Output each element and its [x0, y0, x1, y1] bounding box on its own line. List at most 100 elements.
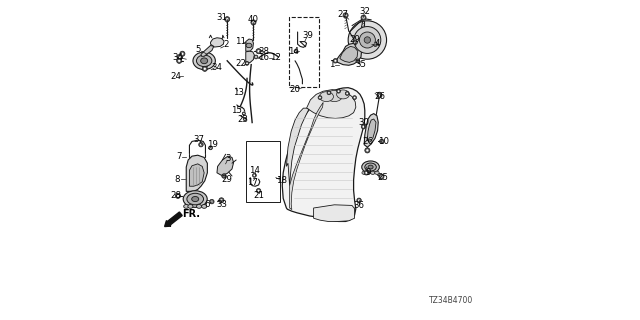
- Circle shape: [353, 40, 357, 44]
- Text: 21: 21: [253, 191, 264, 200]
- Circle shape: [252, 173, 256, 177]
- Circle shape: [353, 96, 356, 100]
- Circle shape: [180, 51, 185, 56]
- Polygon shape: [246, 51, 254, 64]
- Text: 39: 39: [303, 31, 313, 40]
- Circle shape: [211, 201, 213, 203]
- Text: 9: 9: [365, 168, 371, 177]
- Circle shape: [381, 140, 383, 142]
- Circle shape: [360, 32, 376, 48]
- Circle shape: [361, 124, 366, 129]
- Circle shape: [210, 147, 211, 149]
- Text: 13: 13: [233, 88, 244, 97]
- Circle shape: [202, 66, 207, 71]
- Text: 26: 26: [374, 92, 385, 101]
- Circle shape: [379, 174, 384, 179]
- Bar: [246, 141, 280, 202]
- Circle shape: [365, 172, 367, 174]
- Text: 20: 20: [289, 85, 301, 94]
- Circle shape: [358, 199, 360, 201]
- Circle shape: [295, 50, 297, 52]
- Text: 32: 32: [359, 7, 371, 16]
- Circle shape: [361, 15, 366, 20]
- Text: 26: 26: [362, 137, 373, 146]
- Circle shape: [357, 60, 358, 62]
- Text: 2: 2: [224, 40, 229, 49]
- Circle shape: [243, 117, 246, 121]
- Text: 33: 33: [216, 200, 227, 209]
- Circle shape: [319, 97, 321, 99]
- Text: 34: 34: [172, 53, 183, 62]
- Ellipse shape: [192, 196, 198, 202]
- Circle shape: [254, 55, 258, 59]
- Text: 16: 16: [257, 53, 269, 62]
- Circle shape: [377, 93, 382, 98]
- Circle shape: [380, 139, 384, 144]
- FancyArrow shape: [164, 212, 182, 227]
- Circle shape: [337, 89, 340, 93]
- Text: 23: 23: [237, 115, 248, 124]
- Circle shape: [252, 21, 255, 24]
- Circle shape: [365, 148, 370, 153]
- Polygon shape: [287, 108, 309, 186]
- Polygon shape: [201, 45, 214, 56]
- Text: 1: 1: [330, 60, 335, 69]
- Ellipse shape: [201, 58, 207, 64]
- Circle shape: [338, 90, 339, 92]
- Circle shape: [327, 91, 331, 95]
- Polygon shape: [335, 43, 362, 65]
- Circle shape: [362, 126, 365, 128]
- Circle shape: [255, 56, 257, 58]
- Circle shape: [181, 52, 184, 55]
- Ellipse shape: [196, 204, 202, 208]
- Polygon shape: [211, 38, 224, 47]
- Text: 36: 36: [353, 201, 365, 210]
- Circle shape: [243, 112, 246, 115]
- Text: 34: 34: [211, 63, 223, 72]
- Text: 18: 18: [276, 176, 287, 185]
- Text: 11: 11: [235, 37, 246, 46]
- Ellipse shape: [202, 204, 207, 208]
- Circle shape: [226, 18, 228, 20]
- Circle shape: [318, 96, 322, 100]
- Circle shape: [177, 58, 182, 63]
- Circle shape: [200, 144, 202, 146]
- Circle shape: [209, 146, 212, 150]
- Ellipse shape: [188, 204, 193, 208]
- Text: 5: 5: [195, 45, 200, 54]
- Ellipse shape: [183, 191, 207, 207]
- Ellipse shape: [196, 55, 212, 67]
- Circle shape: [246, 62, 248, 64]
- Polygon shape: [189, 164, 204, 186]
- Text: 12: 12: [269, 53, 281, 62]
- Circle shape: [380, 175, 383, 178]
- Circle shape: [251, 20, 256, 25]
- Ellipse shape: [375, 171, 380, 174]
- Circle shape: [374, 43, 376, 45]
- Text: 14: 14: [288, 47, 300, 56]
- Ellipse shape: [365, 163, 376, 171]
- Circle shape: [354, 41, 356, 43]
- Circle shape: [354, 27, 381, 53]
- Text: TZ34B4700: TZ34B4700: [429, 296, 474, 305]
- Polygon shape: [282, 88, 365, 221]
- Circle shape: [378, 94, 381, 97]
- Text: 4: 4: [375, 39, 380, 48]
- Text: 38: 38: [259, 47, 270, 56]
- Circle shape: [354, 97, 355, 99]
- Text: 29: 29: [349, 36, 360, 44]
- Ellipse shape: [193, 52, 215, 69]
- Circle shape: [225, 17, 230, 22]
- Circle shape: [348, 21, 387, 59]
- Polygon shape: [217, 156, 234, 175]
- Circle shape: [366, 149, 369, 152]
- Ellipse shape: [337, 90, 349, 99]
- Circle shape: [222, 174, 227, 178]
- Text: 19: 19: [207, 140, 218, 149]
- Circle shape: [175, 193, 180, 198]
- Circle shape: [243, 113, 244, 114]
- Circle shape: [245, 61, 249, 65]
- Text: 25: 25: [377, 173, 388, 182]
- Text: 24: 24: [170, 72, 182, 81]
- Circle shape: [220, 199, 223, 202]
